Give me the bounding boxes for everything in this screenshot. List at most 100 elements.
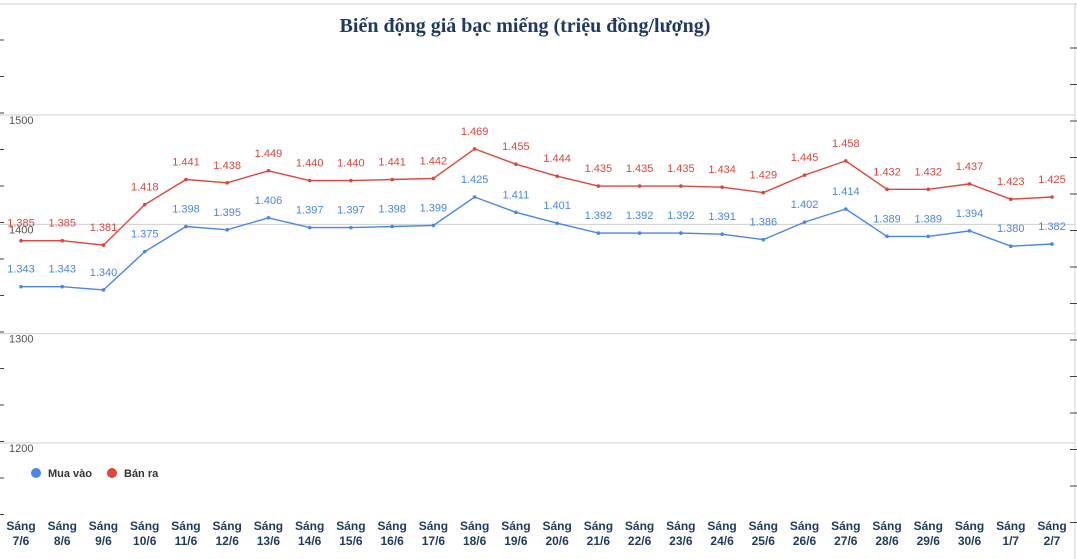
x-tick-label: 16/6	[380, 534, 404, 548]
x-tick-label: 19/6	[504, 534, 528, 548]
data-point	[885, 187, 889, 192]
data-point	[60, 284, 65, 289]
x-tick-label: 21/6	[587, 534, 611, 548]
data-point	[225, 228, 229, 232]
y-tick-label: 1300	[9, 334, 33, 346]
data-point	[266, 215, 271, 220]
data-point	[307, 178, 312, 183]
data-label: 1.423	[997, 176, 1025, 188]
data-point	[596, 231, 601, 235]
data-point	[266, 168, 271, 173]
data-label: 1.401	[543, 200, 571, 212]
data-point	[761, 190, 766, 195]
data-label: 1.389	[873, 213, 901, 225]
data-label: 1.444	[543, 153, 571, 165]
x-tick-label: Sáng	[790, 519, 819, 533]
data-point	[19, 238, 23, 243]
data-label: 1.392	[667, 210, 695, 222]
data-label: 1.440	[296, 158, 324, 170]
x-tick-label: Sáng	[48, 519, 77, 533]
x-tick-label: 11/6	[175, 534, 198, 548]
data-point	[514, 210, 518, 215]
data-label: 1.418	[131, 182, 159, 194]
data-point	[184, 177, 188, 182]
data-point	[101, 243, 106, 247]
data-label: 1.389	[915, 213, 943, 225]
y-tick-label: 1500	[9, 115, 33, 127]
x-tick-label: Sáng	[336, 519, 365, 533]
data-label: 1.391	[708, 211, 736, 223]
data-point	[555, 174, 559, 179]
x-tick-label: 10/6	[133, 534, 157, 548]
x-tick-label: Sáng	[377, 519, 406, 533]
x-tick-label: Sáng	[130, 519, 159, 533]
data-point	[472, 147, 477, 151]
x-tick-label: 13/6	[257, 534, 281, 548]
data-point	[761, 237, 766, 242]
data-label: 1.440	[337, 158, 365, 170]
data-point	[142, 249, 147, 254]
data-label: 1.398	[378, 204, 406, 216]
x-tick-label: Sáng	[254, 519, 283, 533]
data-point	[802, 173, 807, 177]
data-point	[514, 162, 518, 166]
x-tick-label: Sáng	[831, 519, 860, 533]
x-tick-label: Sáng	[955, 519, 984, 533]
data-point	[349, 178, 353, 183]
data-label: 1.385	[48, 218, 76, 230]
data-point	[60, 238, 65, 243]
data-label: 1.469	[461, 126, 489, 138]
x-tick-label: Sáng	[666, 519, 695, 533]
data-point	[637, 184, 642, 188]
data-label: 1.381	[90, 222, 118, 234]
data-label: 1.392	[626, 210, 654, 222]
data-label: 1.441	[172, 157, 200, 169]
data-point	[19, 284, 23, 289]
data-label: 1.435	[626, 163, 654, 175]
series-line-1	[21, 148, 1053, 246]
x-tick-label: 20/6	[545, 534, 569, 548]
grid-layer: 1200 1300 1400 1500	[0, 114, 1075, 455]
data-point	[844, 207, 848, 211]
series-layer	[19, 147, 1054, 292]
data-label: 1.445	[791, 152, 819, 164]
x-tick-label: Sáng	[460, 519, 489, 533]
data-point	[472, 195, 477, 199]
data-point	[1008, 197, 1013, 201]
data-label: 1.432	[873, 166, 901, 178]
data-point	[101, 288, 106, 292]
x-tick-label: 26/6	[793, 534, 817, 548]
data-label: 1.340	[90, 267, 118, 279]
data-label: 1.398	[172, 204, 200, 216]
x-tick-label: Sáng	[542, 519, 571, 533]
x-tick-label: Sáng	[749, 519, 778, 533]
data-label: 1.406	[255, 195, 283, 207]
data-point	[142, 202, 147, 207]
data-label: 1.458	[832, 138, 860, 150]
data-label: 1.386	[750, 217, 778, 229]
x-tick-label: Sáng	[295, 519, 324, 533]
legend-marker	[31, 468, 41, 478]
data-label: 1.414	[832, 186, 860, 198]
data-label: 1.399	[420, 202, 448, 214]
x-tick-label: 23/6	[669, 534, 693, 548]
data-label: 1.392	[585, 210, 613, 222]
x-tick-label: Sáng	[584, 519, 613, 533]
data-point	[802, 220, 807, 224]
x-tick-label: Sáng	[625, 519, 654, 533]
data-point	[390, 224, 394, 229]
data-point	[390, 177, 394, 182]
data-label: 1.397	[337, 205, 365, 217]
data-label: 1.449	[255, 148, 283, 160]
data-label: 1.343	[7, 264, 35, 276]
data-point	[349, 225, 353, 230]
x-tick-label: 24/6	[710, 534, 734, 548]
x-tick-label: Sáng	[419, 519, 448, 533]
data-point	[225, 180, 229, 185]
y-tick-label: 1200	[9, 443, 33, 455]
x-tick-label: 2/7	[1044, 534, 1061, 548]
x-tick-label: 22/6	[628, 534, 652, 548]
